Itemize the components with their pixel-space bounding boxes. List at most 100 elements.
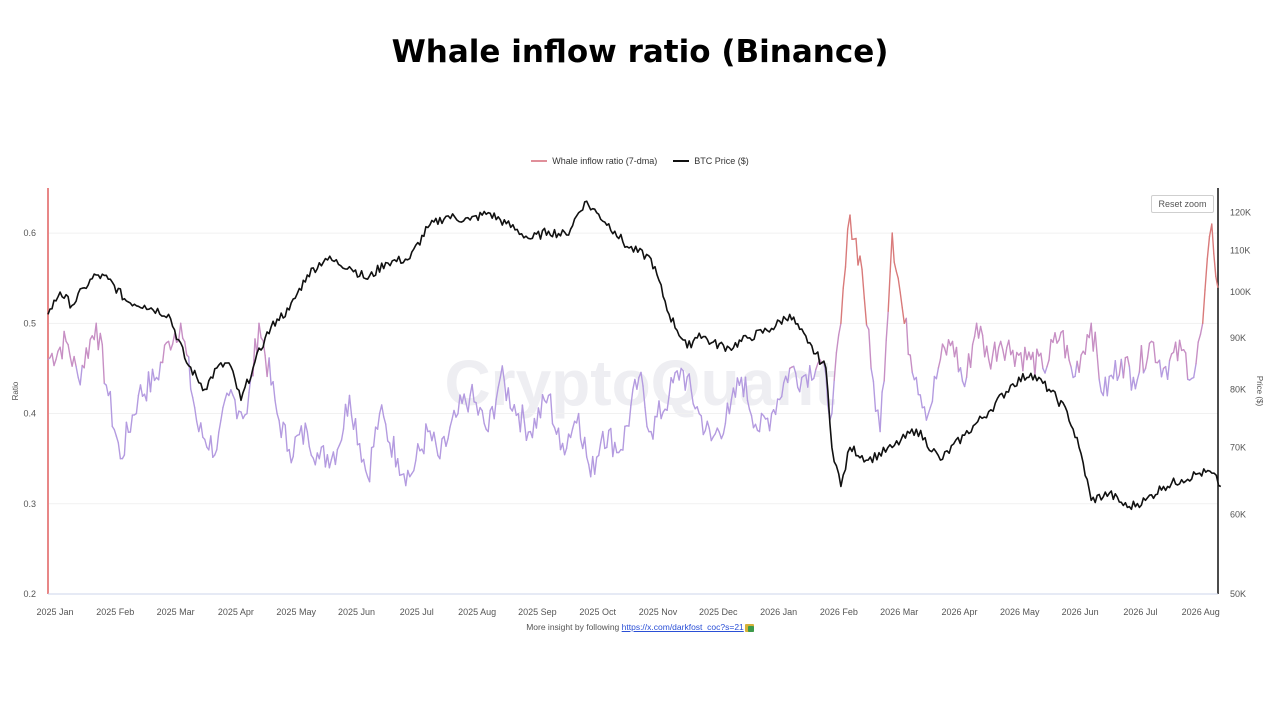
whale-ratio-segment xyxy=(622,425,626,451)
whale-ratio-segment xyxy=(218,419,222,433)
whale-ratio-segment xyxy=(481,410,485,425)
whale-ratio-segment xyxy=(981,334,986,358)
legend-item-whale-ratio[interactable]: Whale inflow ratio (7-dma) xyxy=(531,156,657,166)
whale-ratio-segment xyxy=(240,411,244,420)
whale-ratio-segment xyxy=(139,384,144,397)
whale-ratio-segment xyxy=(125,421,130,433)
whale-ratio-segment xyxy=(586,456,590,466)
whale-ratio-segment xyxy=(840,287,844,324)
x-tick-label: 2026 Aug xyxy=(1182,607,1220,617)
whale-ratio-segment xyxy=(861,268,865,299)
whale-ratio-segment xyxy=(1098,378,1102,393)
whale-ratio-segment xyxy=(929,400,934,408)
whale-ratio-segment xyxy=(1040,352,1044,370)
reset-zoom-button[interactable]: Reset zoom xyxy=(1151,195,1214,213)
whale-ratio-segment xyxy=(684,376,688,391)
x-tick-label: 2025 Sep xyxy=(518,607,557,617)
whale-ratio-segment xyxy=(598,441,602,457)
whale-ratio-segment xyxy=(889,232,893,273)
whale-ratio-segment xyxy=(1046,359,1050,368)
legend-label-btc-price: BTC Price ($) xyxy=(694,156,749,166)
whale-ratio-segment xyxy=(83,347,87,369)
whale-ratio-segment xyxy=(523,421,528,441)
y-right-tick-label: 90K xyxy=(1230,333,1246,343)
x-tick-label: 2025 Mar xyxy=(157,607,195,617)
whale-ratio-segment xyxy=(55,350,59,361)
whale-ratio-segment xyxy=(451,409,455,421)
whale-ratio-segment xyxy=(232,394,236,401)
whale-ratio-segment xyxy=(612,441,616,458)
whale-ratio-segment xyxy=(1140,345,1145,374)
whale-ratio-segment xyxy=(439,438,443,460)
whale-ratio-segment xyxy=(348,394,353,416)
whale-ratio-segment xyxy=(393,435,397,468)
whale-ratio-segment xyxy=(67,343,71,357)
whale-ratio-segment xyxy=(935,367,940,380)
whale-ratio-segment xyxy=(1084,334,1088,355)
whale-ratio-segment xyxy=(630,388,634,407)
whale-ratio-segment xyxy=(467,394,471,413)
whale-ratio-segment xyxy=(636,376,640,390)
whale-ratio-segment xyxy=(222,399,226,409)
whale-ratio-segment xyxy=(923,406,928,421)
whale-ratio-segment xyxy=(844,228,849,268)
whale-ratio-segment xyxy=(561,442,566,456)
whale-ratio-segment xyxy=(979,325,984,336)
x-tick-label: 2026 May xyxy=(1000,607,1040,617)
whale-ratio-segment xyxy=(1195,341,1199,365)
legend-item-btc-price[interactable]: BTC Price ($) xyxy=(673,156,749,166)
whale-ratio-segment xyxy=(963,376,968,388)
whale-ratio-segment xyxy=(678,367,682,381)
y-right-tick-label: 60K xyxy=(1230,510,1246,520)
whale-ratio-segment xyxy=(746,399,751,411)
whale-ratio-segment xyxy=(276,412,280,422)
whale-ratio-segment xyxy=(284,424,288,452)
whale-ratio-segment xyxy=(748,408,753,417)
whale-ratio-segment xyxy=(807,365,811,388)
whale-ratio-segment xyxy=(318,446,323,460)
x-tick-label: 2025 Nov xyxy=(639,607,678,617)
whale-ratio-segment xyxy=(525,431,530,441)
whale-ratio-segment xyxy=(945,339,950,356)
x-tick-label: 2025 May xyxy=(276,607,316,617)
whale-ratio-segment xyxy=(644,406,648,428)
whale-ratio-segment xyxy=(405,469,409,487)
whale-ratio-segment xyxy=(435,443,439,457)
whale-ratio-segment xyxy=(885,310,889,342)
y-left-tick-label: 0.3 xyxy=(23,499,36,509)
whale-ratio-segment xyxy=(909,354,913,374)
footer: More insight by following https://x.com/… xyxy=(0,622,1280,632)
whale-ratio-segment xyxy=(937,358,942,369)
whale-ratio-segment xyxy=(1090,322,1094,352)
footer-link[interactable]: https://x.com/darkfost_coc?s=21 xyxy=(621,622,744,632)
y-right-tick-label: 120K xyxy=(1230,208,1251,218)
whale-ratio-segment xyxy=(610,427,614,458)
whale-ratio-segment xyxy=(471,383,475,403)
whale-ratio-segment xyxy=(95,322,100,351)
whale-ratio-segment xyxy=(350,414,355,430)
whale-ratio-segment xyxy=(557,427,562,451)
whale-ratio-segment xyxy=(606,429,610,449)
whale-ratio-segment xyxy=(445,438,449,447)
whale-ratio-segment xyxy=(1160,367,1165,378)
whale-ratio-segment xyxy=(268,357,272,386)
whale-ratio-segment xyxy=(750,414,755,429)
whale-ratio-segment xyxy=(971,335,976,346)
whale-ratio-segment xyxy=(660,411,664,420)
whale-ratio-segment xyxy=(951,340,956,358)
whale-ratio-segment xyxy=(423,423,427,455)
whale-ratio-segment xyxy=(1132,376,1137,390)
whale-ratio-segment xyxy=(868,328,872,370)
whale-ratio-segment xyxy=(835,334,840,354)
whale-ratio-segment xyxy=(1078,354,1082,373)
y-right-tick-label: 50K xyxy=(1230,589,1246,599)
whale-ratio-segment xyxy=(799,376,803,393)
whale-ratio-segment xyxy=(990,354,994,370)
whale-ratio-segment xyxy=(200,422,204,438)
whale-ratio-segment xyxy=(571,420,576,430)
whale-ratio-segment xyxy=(224,392,228,401)
whale-ratio-segment xyxy=(887,271,891,312)
whale-ratio-segment xyxy=(1116,374,1121,381)
whale-ratio-segment xyxy=(730,387,735,401)
whale-ratio-segment xyxy=(256,322,260,355)
